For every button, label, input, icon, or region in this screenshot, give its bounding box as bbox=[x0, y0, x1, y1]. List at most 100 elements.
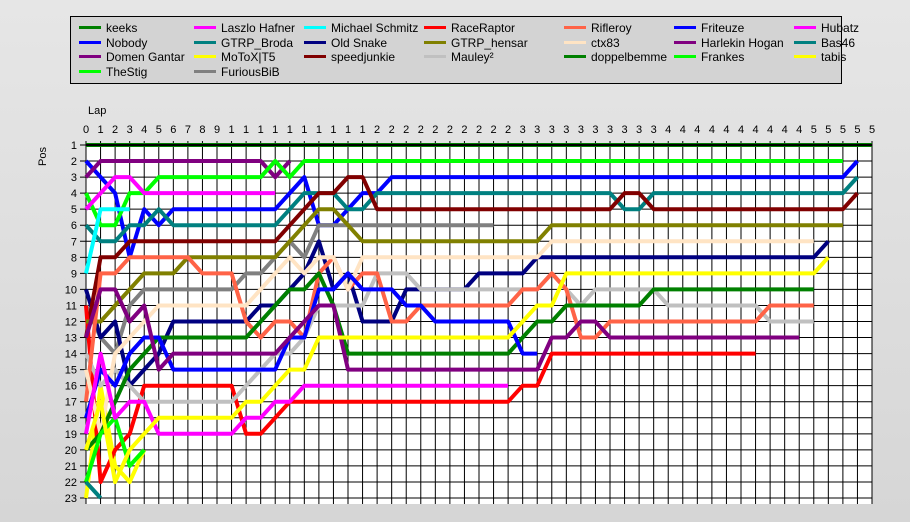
legend-item: GTRP_hensar bbox=[424, 36, 528, 50]
chart-legend: keeks Laszlo Hafner Michael Schmitz RaceRap… bbox=[70, 16, 859, 84]
x-tick-label: 3 bbox=[607, 124, 613, 136]
x-tick-label: 3 bbox=[563, 124, 569, 136]
x-tick-label: 4 bbox=[680, 124, 686, 136]
x-tick-label: 5 bbox=[840, 124, 846, 136]
legend-item: Frankes bbox=[674, 50, 744, 64]
x-tick-label: 2 bbox=[447, 124, 453, 136]
y-tick-label: 7 bbox=[71, 236, 77, 248]
x-tick-label: 2 bbox=[403, 124, 409, 136]
series-line-gtrp-hensar bbox=[86, 207, 843, 324]
x-tick-label: 5 bbox=[811, 124, 817, 136]
x-tick-label: 1 bbox=[243, 124, 249, 136]
x-tick-label: 1 bbox=[258, 124, 264, 136]
legend-swatch bbox=[79, 69, 101, 73]
y-tick-label: 5 bbox=[71, 204, 77, 216]
x-tick-label: 3 bbox=[651, 124, 657, 136]
y-tick-label: 2 bbox=[71, 156, 77, 168]
legend-label: doppelbemme bbox=[591, 50, 668, 64]
y-tick-label: 20 bbox=[65, 445, 77, 457]
x-tick-label: 1 bbox=[97, 124, 103, 136]
legend-item: TheStig bbox=[79, 65, 147, 79]
x-tick-label: 2 bbox=[461, 124, 467, 136]
y-tick-label: 11 bbox=[66, 300, 77, 312]
y-tick-label: 12 bbox=[65, 317, 77, 329]
x-tick-label: 4 bbox=[709, 124, 715, 136]
x-tick-label: 4 bbox=[723, 124, 729, 136]
y-tick-label: 8 bbox=[71, 252, 77, 264]
legend-label: Laszlo Hafner bbox=[221, 21, 296, 35]
legend-swatch bbox=[79, 40, 101, 44]
x-tick-label: 4 bbox=[141, 124, 147, 136]
legend-swatch bbox=[424, 55, 446, 59]
y-tick-label: 6 bbox=[71, 220, 77, 232]
series-line-thestig bbox=[84, 159, 843, 228]
x-tick-label: 2 bbox=[490, 124, 496, 136]
y-tick-label: 4 bbox=[71, 188, 77, 200]
series-line-hubatz bbox=[84, 351, 509, 436]
y-tick-label: 1 bbox=[71, 140, 77, 152]
legend-label: Harlekin Hogan bbox=[701, 35, 784, 50]
series-line-old-snake bbox=[84, 239, 830, 388]
x-axis-label: Lap bbox=[88, 105, 106, 117]
legend-item: Old Snake bbox=[304, 36, 387, 50]
legend-item: Domen Gantar bbox=[79, 50, 185, 64]
x-tick-label: 1 bbox=[272, 124, 278, 136]
legend-item: Friteuze bbox=[674, 21, 744, 35]
x-tick-label: 2 bbox=[374, 124, 380, 136]
legend-label: Hubatz bbox=[821, 21, 860, 35]
legend-swatch bbox=[194, 40, 216, 44]
y-axis-label: Pos bbox=[37, 147, 49, 166]
legend-label: GTRP_hensar bbox=[451, 35, 528, 50]
legend-label: Domen Gantar bbox=[106, 50, 185, 64]
legend-label: Mauley² bbox=[451, 50, 494, 64]
legend-item: RaceRaptor bbox=[424, 21, 515, 35]
legend-label: Rifleroy bbox=[591, 21, 632, 35]
x-tick-label: 3 bbox=[592, 124, 598, 136]
x-tick-label: 1 bbox=[287, 124, 293, 136]
legend-label: FuriousBiB bbox=[221, 64, 280, 79]
legend-label: tabis bbox=[821, 50, 847, 64]
x-tick-label: 3 bbox=[520, 124, 526, 136]
x-tick-label: 4 bbox=[782, 124, 788, 136]
x-tick-label: 3 bbox=[621, 124, 627, 136]
legend-item: FuriousBiB bbox=[194, 65, 280, 79]
x-tick-label: 3 bbox=[534, 124, 540, 136]
legend-swatch bbox=[304, 26, 326, 30]
x-tick-label: 2 bbox=[389, 124, 395, 136]
legend-swatch bbox=[794, 26, 816, 30]
legend-label: ctx83 bbox=[591, 35, 620, 50]
x-tick-label: 1 bbox=[301, 124, 307, 136]
x-tick-label: 2 bbox=[505, 124, 511, 136]
legend-item: Harlekin Hogan bbox=[674, 36, 784, 50]
y-tick-label: 22 bbox=[65, 477, 77, 489]
series-line-doppelbemme bbox=[84, 271, 814, 452]
x-tick-label: 2 bbox=[418, 124, 424, 136]
x-tick-label: 4 bbox=[796, 124, 802, 136]
legend-item: ctx83 bbox=[564, 36, 620, 50]
x-tick-label: 5 bbox=[854, 124, 860, 136]
x-tick-label: 1 bbox=[228, 124, 234, 136]
series-line-friteuze bbox=[84, 271, 538, 419]
x-tick-label: 3 bbox=[578, 124, 584, 136]
legend-swatch bbox=[674, 55, 696, 59]
x-tick-label: 8 bbox=[199, 124, 205, 136]
legend-swatch bbox=[564, 26, 586, 30]
x-tick-label: 4 bbox=[752, 124, 758, 136]
x-tick-label: 0 bbox=[83, 124, 89, 136]
y-tick-label: 15 bbox=[65, 365, 77, 377]
x-tick-label: 9 bbox=[214, 124, 220, 136]
y-tick-label: 16 bbox=[65, 381, 77, 393]
legend-swatch bbox=[794, 40, 816, 44]
x-tick-label: 4 bbox=[767, 124, 773, 136]
y-tick-label: 18 bbox=[65, 413, 77, 425]
legend-item: tabis bbox=[794, 50, 846, 64]
legend-item: Bas46 bbox=[794, 36, 855, 50]
y-tick-label: 9 bbox=[71, 268, 77, 280]
legend-swatch bbox=[194, 26, 216, 30]
x-tick-label: 3 bbox=[636, 124, 642, 136]
legend-swatch bbox=[79, 55, 101, 59]
x-tick-label: 6 bbox=[170, 124, 176, 136]
legend-swatch bbox=[304, 40, 326, 44]
